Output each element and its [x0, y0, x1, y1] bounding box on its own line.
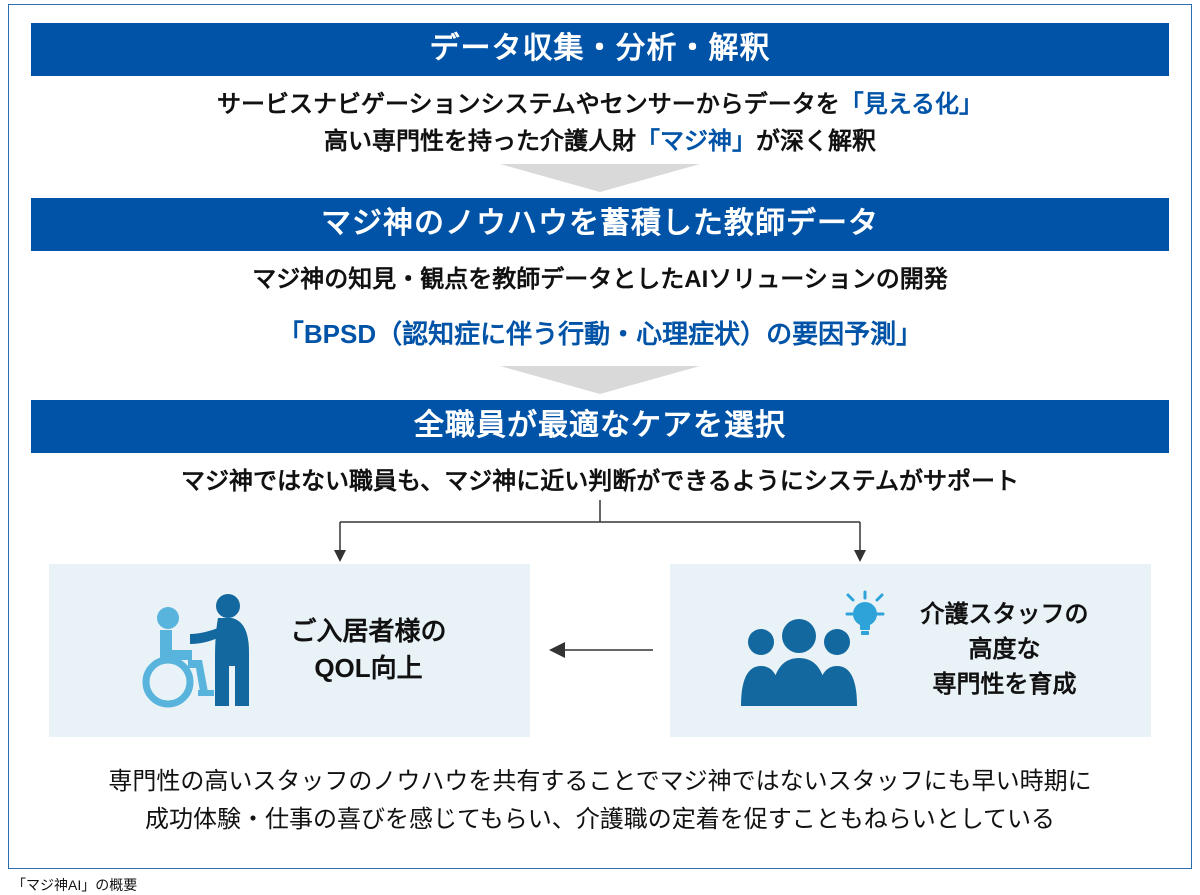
result-right-line3: 専門性を育成: [921, 668, 1089, 703]
result-box-left: ご入居者様の QOL向上: [49, 564, 530, 737]
team-idea-icon: [733, 588, 893, 713]
down-chevron-1: [31, 160, 1169, 198]
footer-note: 専門性の高いスタッフのノウハウを共有することでマジ神ではないスタッフにも早い時期…: [31, 737, 1169, 844]
down-chevron-2: [31, 362, 1169, 400]
split-connector: [150, 500, 1050, 564]
result-right-line1: 介護スタッフの: [921, 598, 1089, 633]
footer-line2: 成功体験・仕事の喜びを感じてもらい、介護職の定着を促すこともねらいとしている: [41, 801, 1159, 839]
chevron-down-icon: [500, 366, 700, 394]
section-3-body: マジ神ではない職員も、マジ神に近い判断ができるようにシステムがサポート: [31, 453, 1169, 500]
section-1-body: サービスナビゲーションシステムやセンサーからデータを「見える化」 高い専門性を持…: [31, 76, 1169, 160]
s1-line1b: 「見える化」: [840, 91, 983, 118]
section-1-title: データ収集・分析・解釈: [31, 23, 1169, 76]
result-box-right: 介護スタッフの 高度な 専門性を育成: [670, 564, 1151, 737]
s3-line1: マジ神ではない職員も、マジ神に近い判断ができるようにシステムがサポート: [31, 463, 1169, 500]
footer-line1: 専門性の高いスタッフのノウハウを共有することでマジ神ではないスタッフにも早い時期…: [41, 763, 1159, 801]
s1-line2b: 「マジ神」: [636, 128, 756, 155]
s1-line1a: サービスナビゲーションシステムやセンサーからデータを: [217, 91, 840, 118]
result-left-line2: QOL向上: [290, 650, 446, 688]
result-left-line1: ご入居者様の: [290, 613, 446, 651]
s2-line1: マジ神の知見・観点を教師データとしたAIソリューションの開発: [31, 261, 1169, 298]
figure-caption: 「マジ神AI」の概要: [0, 869, 1200, 895]
wheelchair-care-icon: [132, 588, 262, 713]
s1-line2c: が深く解釈: [756, 128, 876, 155]
branch-connector-icon: [150, 500, 1050, 564]
section-3-title: 全職員が最適なケアを選択: [31, 400, 1169, 453]
arrow-left-icon: [545, 638, 655, 662]
result-right-line2: 高度な: [921, 633, 1089, 668]
chevron-down-icon: [500, 164, 700, 192]
diagram-frame: データ収集・分析・解釈 サービスナビゲーションシステムやセンサーからデータを「見…: [8, 4, 1192, 869]
section-2-body: マジ神の知見・観点を教師データとしたAIソリューションの開発: [31, 251, 1169, 298]
result-right-text: 介護スタッフの 高度な 専門性を育成: [921, 598, 1089, 702]
result-boxes-row: ご入居者様の QOL向上: [31, 564, 1169, 737]
section-2-highlight: 「BPSD（認知症に伴う行動・心理症状）の要因予測」: [31, 299, 1169, 362]
s1-line2a: 高い専門性を持った介護人財: [324, 128, 636, 155]
result-arrow-left: [530, 564, 670, 737]
result-left-text: ご入居者様の QOL向上: [290, 613, 446, 688]
section-2-title: マジ神のノウハウを蓄積した教師データ: [31, 198, 1169, 251]
